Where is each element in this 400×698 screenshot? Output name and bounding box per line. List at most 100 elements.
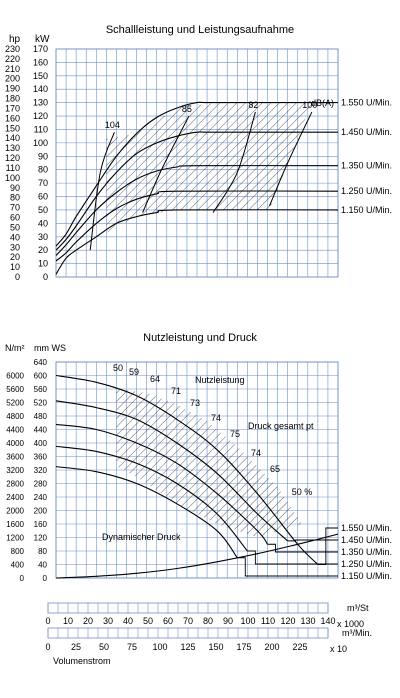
- chart2-series-leader: [267, 543, 338, 553]
- chart1-series-label: 1.150 U/Min.: [341, 205, 392, 215]
- chart1-kw-tick: 120: [33, 111, 48, 121]
- chart1-series-curve: [55, 165, 339, 256]
- chart2-efficiency-label: 65: [270, 464, 280, 474]
- chart1-kw-tick: 60: [38, 192, 48, 202]
- x-axis2-tick-label: 75: [127, 642, 137, 652]
- chart2-efficiency-label: 71: [171, 386, 181, 396]
- chart2-efficiency-label: 74: [211, 413, 221, 423]
- chart1-hatched-area: [106, 102, 312, 233]
- chart2-mmws-tick: 80: [38, 547, 47, 556]
- chart2-mmws-tick: 640: [34, 358, 48, 367]
- chart1-series-curve: [55, 131, 338, 251]
- chart1-hp-tick: 80: [10, 193, 20, 203]
- chart2-pa-tick: 0: [20, 574, 25, 583]
- chart2-pa-tick: 1200: [6, 534, 24, 543]
- chart2-pa-tick: 400: [11, 561, 25, 570]
- x-axis2-tick-label: 225: [292, 642, 307, 652]
- chart2-series-leader: [317, 527, 338, 565]
- chart1-sound-line: [269, 111, 313, 207]
- x-axis1-tick-label: 0: [45, 616, 50, 626]
- chart2-operating-area: [116, 389, 302, 538]
- chart2-series-curve: [55, 423, 268, 545]
- chart2-pa-tick: 2800: [6, 480, 24, 489]
- chart2-pa-tick: 3600: [6, 453, 24, 462]
- chart1-kw-tick: 140: [33, 84, 48, 94]
- chart1-kw-tick: 110: [34, 124, 48, 134]
- chart1-kw-tick: 100: [33, 138, 48, 148]
- chart1-kw-tick: 10: [38, 259, 48, 269]
- chart1-sound-label: 82: [248, 100, 258, 110]
- chart1-kw-tick: 150: [33, 71, 48, 81]
- x-axis2-tick-label: 200: [264, 642, 279, 652]
- chart1-kw-tick: 0: [43, 272, 48, 282]
- x-axis1-tick-label: 50: [143, 616, 153, 626]
- chart1-hp-tick: 150: [5, 123, 20, 133]
- chart1-hp-tick: 160: [5, 113, 20, 123]
- chart2-grid-frame: [55, 361, 339, 579]
- chart1-series-label: 1.450 U/Min.: [341, 127, 392, 137]
- chart1-curves: [55, 101, 339, 275]
- chart1-hp-tick: 120: [5, 153, 20, 163]
- x-axis1-tick-label: 110: [261, 616, 275, 626]
- axis-ticks: 0102030405060708090100110120130140150160…: [5, 44, 336, 652]
- x-axis1-unit: m³/St: [347, 603, 369, 613]
- chart2-series-label: 1.450 U/Min.: [341, 535, 392, 545]
- chart1-hp-tick: 140: [5, 133, 20, 143]
- chart2-mmws-unit: mm WS: [34, 343, 66, 353]
- x-axis2-tick-label: 175: [236, 642, 251, 652]
- x-axis1-tick-label: 10: [63, 616, 73, 626]
- chart1-grid-frame: [55, 48, 339, 278]
- chart1-kw-tick: 30: [38, 232, 48, 242]
- chart2-dynamic-pressure-curve: [55, 533, 339, 579]
- chart1-hp-tick: 180: [5, 94, 20, 104]
- chart1-kw-tick: 20: [38, 245, 48, 255]
- x-axis-label: Volumenstrom: [53, 656, 111, 666]
- x-axis1-tick-label: 130: [300, 616, 315, 626]
- chart2-mmws-tick: 480: [34, 412, 48, 421]
- chart2-mmws-tick: 40: [38, 561, 47, 570]
- chart1-hp-tick: 90: [10, 183, 20, 193]
- chart2-mmws-tick: 240: [34, 493, 48, 502]
- chart1-hp-tick: 210: [5, 64, 20, 74]
- chart2-dynamic-pressure-label: Dynamischer Druck: [102, 532, 181, 542]
- chart2-pa-tick: 4800: [6, 412, 24, 421]
- chart1-hp-tick: 130: [5, 143, 20, 153]
- chart1-sound-line: [142, 115, 190, 213]
- x-axis1-tick-label: 30: [103, 616, 113, 626]
- x-axis1-tick-label: 70: [183, 616, 193, 626]
- chart2-efficiency-label: 59: [129, 367, 139, 377]
- chart1-hp-tick: 60: [10, 213, 20, 223]
- chart1-hp-tick: 100: [5, 173, 20, 183]
- chart2-series-label: 1.350 U/Min.: [341, 547, 392, 557]
- chart1-hp-tick: 230: [5, 44, 20, 54]
- chart2-series-curve: [55, 445, 248, 552]
- chart2-mmws-tick: 360: [34, 453, 48, 462]
- chart1-kw-tick: 80: [38, 165, 48, 175]
- chart1-operating-area: [106, 102, 312, 233]
- x-axis1-tick-label: 120: [280, 616, 295, 626]
- chart1-hp-tick: 170: [5, 103, 20, 113]
- chart2-grid: [55, 361, 339, 579]
- chart1-hp-tick: 110: [6, 163, 20, 173]
- chart2-pa-tick: 4000: [6, 439, 24, 448]
- chart1-kw-tick: 130: [33, 98, 48, 108]
- chart1-hp-tick: 70: [10, 203, 20, 213]
- chart2-efficiency-label: 64: [150, 374, 160, 384]
- chart2-efficiency-label: 74: [251, 448, 261, 458]
- x-axis1-tick-label: 20: [83, 616, 93, 626]
- chart2-mmws-tick: 320: [34, 466, 48, 475]
- chart1-hp-tick: 220: [5, 54, 20, 64]
- x-axis1-suffix: x 1000: [337, 619, 364, 629]
- chart1-hp-tick: 50: [10, 222, 20, 232]
- chart2-mmws-tick: 280: [34, 480, 48, 489]
- chart2-efficiency-label: 73: [190, 398, 200, 408]
- chart2-mmws-tick: 0: [43, 574, 48, 583]
- chart2-title: Nutzleistung und Druck: [143, 332, 257, 344]
- chart1-kw-unit: kW: [35, 34, 50, 45]
- x-axis2-tick-label: 25: [71, 642, 81, 652]
- x-axis1-tick-label: 60: [163, 616, 173, 626]
- chart2-pa-tick: 2000: [6, 507, 24, 516]
- chart2-pa-tick: 5200: [6, 399, 24, 408]
- chart2-pa-tick: 1600: [6, 520, 24, 529]
